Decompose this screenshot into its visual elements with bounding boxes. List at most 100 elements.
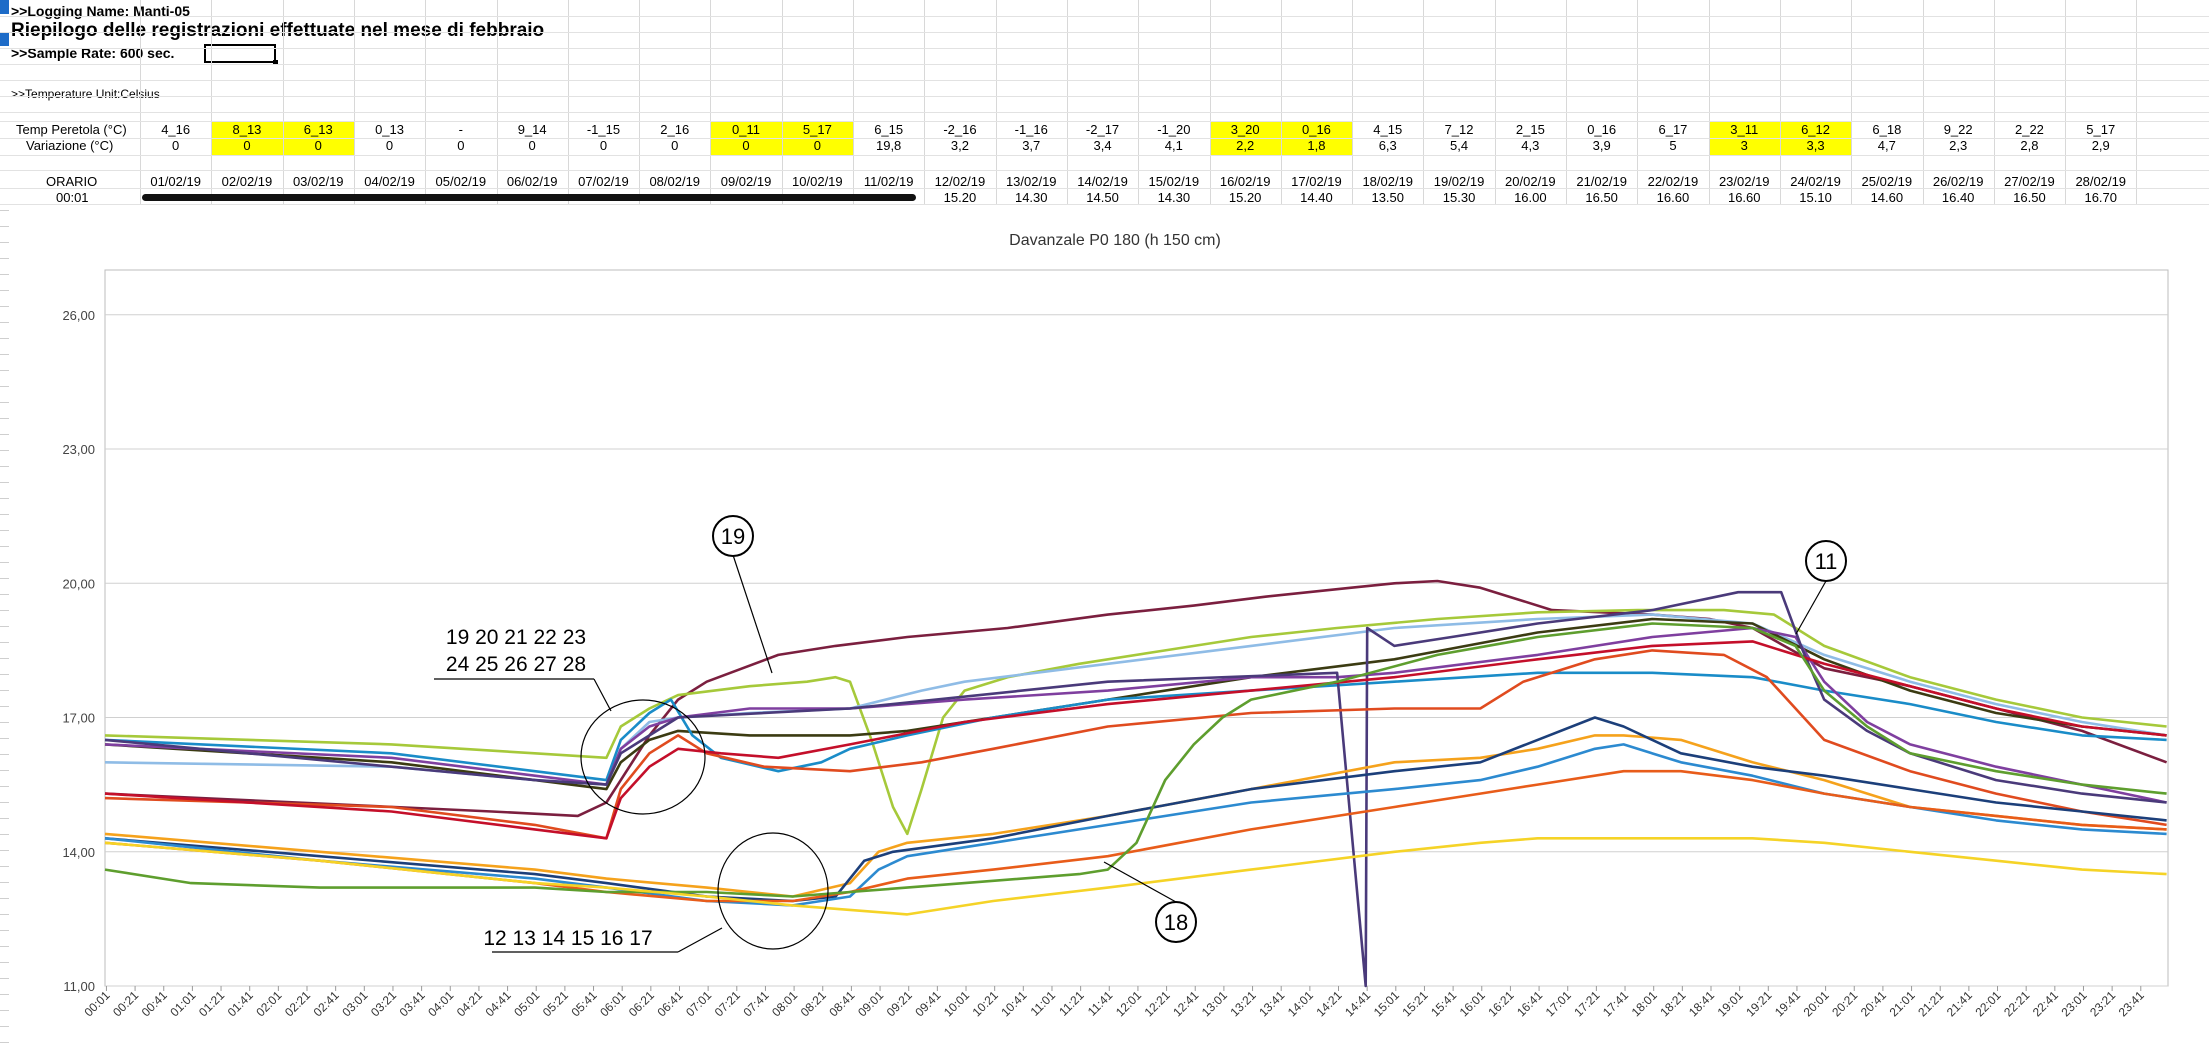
value-cell[interactable]: 15.10 [1799,190,1832,205]
value-cell[interactable]: 16.50 [2013,190,2046,205]
temp-cell[interactable]: 6_12 [1801,122,1830,137]
value-cell[interactable]: 14.30 [1014,190,1048,205]
temp-cell[interactable]: -1_20 [1157,122,1191,137]
temp-cell[interactable]: 7_12 [1444,122,1474,137]
date-cell[interactable]: 26/02/19 [1932,174,1984,189]
value-cell[interactable]: 14.50 [1086,190,1119,205]
variazione-cell[interactable]: 19,8 [875,138,902,153]
date-cell[interactable]: 05/02/19 [435,174,487,189]
temp-cell[interactable]: 0_13 [375,122,404,137]
date-cell[interactable]: 19/02/19 [1433,174,1485,189]
variazione-cell[interactable]: 3,3 [1806,138,1825,153]
temp-cell[interactable]: -2_17 [1085,122,1120,137]
variazione-cell[interactable]: 0 [813,138,821,153]
variazione-cell[interactable]: 0 [742,138,750,153]
variazione-cell[interactable]: 0 [457,138,465,153]
date-cell[interactable]: 15/02/19 [1148,174,1200,189]
variazione-cell[interactable]: 3,9 [1592,138,1611,153]
temp-cell[interactable]: 3_20 [1230,122,1260,137]
date-cell[interactable]: 09/02/19 [720,174,772,189]
temp-cell[interactable]: -1_16 [1014,122,1048,137]
value-cell[interactable]: 15.20 [943,190,977,205]
variazione-cell[interactable]: 6,3 [1378,138,1397,153]
temp-cell[interactable]: 5_17 [2086,122,2116,137]
selected-cell[interactable] [204,44,276,63]
date-cell[interactable]: 17/02/19 [1291,174,1342,189]
variazione-cell[interactable]: 4,3 [1521,138,1540,153]
date-cell[interactable]: 20/02/19 [1505,174,1556,189]
fill-handle[interactable] [273,60,278,65]
temp-cell[interactable]: 8_13 [232,122,262,137]
date-cell[interactable]: 08/02/19 [649,174,701,189]
variazione-cell[interactable]: 2,9 [2091,138,2110,153]
value-cell[interactable]: 16.60 [1727,190,1761,205]
date-cell[interactable]: 22/02/19 [1647,174,1699,189]
value-cell[interactable]: 16.70 [2084,190,2118,205]
temp-cell[interactable]: 4_15 [1373,122,1403,137]
temp-cell[interactable]: 4_16 [161,122,191,137]
date-cell[interactable]: 07/02/19 [578,174,629,189]
temp-cell[interactable]: 5_17 [802,122,832,137]
variazione-cell[interactable]: 2,2 [1236,138,1255,153]
date-cell[interactable]: 25/02/19 [1861,174,1913,189]
value-cell[interactable]: 16.40 [1941,190,1975,205]
temp-cell[interactable]: 2_22 [2014,122,2044,137]
variazione-cell[interactable]: 0 [671,138,679,153]
variazione-cell[interactable]: 4,1 [1164,138,1183,153]
variazione-cell[interactable]: 3,2 [950,138,969,153]
temp-cell[interactable]: 0_16 [1301,122,1331,137]
variazione-cell[interactable]: 0 [243,138,251,153]
temp-cell[interactable]: 9_14 [517,122,547,137]
temp-cell[interactable]: 2_16 [660,122,690,137]
date-cell[interactable]: 14/02/19 [1077,174,1128,189]
date-cell[interactable]: 12/02/19 [934,174,986,189]
date-cell[interactable]: 27/02/19 [2004,174,2055,189]
temp-cell[interactable]: 6_18 [1872,122,1902,137]
date-cell[interactable]: 10/02/19 [792,174,843,189]
temp-cell[interactable]: 6_17 [1658,122,1688,137]
date-cell[interactable]: 11/02/19 [863,174,914,189]
temp-cell[interactable]: 6_15 [874,122,904,137]
date-cell[interactable]: 02/02/19 [221,174,273,189]
date-cell[interactable]: 24/02/19 [1790,174,1841,189]
variazione-cell[interactable]: 0 [599,138,608,153]
date-cell[interactable]: 28/02/19 [2075,174,2127,189]
variazione-cell[interactable]: 4,7 [1877,138,1896,153]
value-cell[interactable]: 16.00 [1514,190,1547,205]
date-cell[interactable]: 13/02/19 [1005,174,1057,189]
date-cell[interactable]: 21/02/19 [1576,174,1627,189]
variazione-cell[interactable]: 1,8 [1307,138,1326,153]
variazione-cell[interactable]: 0 [172,138,180,153]
temp-cell[interactable]: 0_16 [1587,122,1617,137]
date-cell[interactable]: 16/02/19 [1219,174,1271,189]
temp-cell[interactable]: 3_11 [1730,122,1759,137]
variazione-cell[interactable]: 3 [1740,138,1748,153]
variazione-cell[interactable]: 5 [1669,138,1677,153]
variazione-cell[interactable]: 2,8 [2020,138,2039,153]
variazione-cell[interactable]: 2,3 [1949,138,1968,153]
temp-cell[interactable]: -1_15 [586,122,621,137]
variazione-cell[interactable]: 0 [314,138,322,153]
temp-cell[interactable]: 6_13 [303,122,333,137]
temp-cell[interactable]: 0_11 [732,122,761,137]
date-cell[interactable]: 03/02/19 [292,174,344,189]
value-cell[interactable]: 15.30 [1442,190,1476,205]
variazione-cell[interactable]: 0 [385,138,394,153]
date-cell[interactable]: 18/02/19 [1362,174,1414,189]
value-cell[interactable]: 16.50 [1585,190,1618,205]
value-cell[interactable]: 15.20 [1228,190,1262,205]
temp-cell[interactable]: - [458,122,463,137]
value-cell[interactable]: 14.60 [1870,190,1904,205]
value-cell[interactable]: 14.30 [1157,190,1191,205]
date-cell[interactable]: 06/02/19 [506,174,558,189]
variazione-cell[interactable]: 3,7 [1022,138,1041,153]
variazione-cell[interactable]: 0 [528,138,536,153]
value-cell[interactable]: 14.40 [1300,190,1333,205]
date-cell[interactable]: 01/02/19 [150,174,201,189]
temp-cell[interactable]: 9_22 [1943,122,1973,137]
date-cell[interactable]: 04/02/19 [364,174,415,189]
variazione-cell[interactable]: 3,4 [1093,138,1112,153]
value-cell[interactable]: 13.50 [1371,190,1405,205]
value-cell[interactable]: 16.60 [1656,190,1690,205]
temp-cell[interactable]: -2_16 [943,122,977,137]
